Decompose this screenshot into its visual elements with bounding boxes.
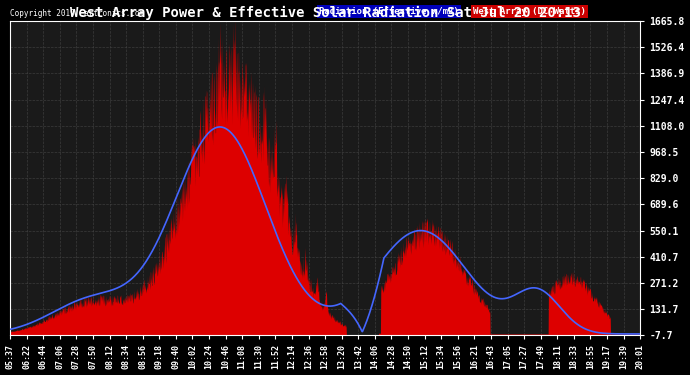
Text: West Array (DC Watts): West Array (DC Watts) <box>473 7 586 16</box>
Title: West Array Power & Effective Solar Radiation Sat Jul 20 20:13: West Array Power & Effective Solar Radia… <box>70 6 580 20</box>
Text: Radiation (Effective w/m2): Radiation (Effective w/m2) <box>319 7 459 16</box>
Text: Copyright 2019 Cartronics.com: Copyright 2019 Cartronics.com <box>10 9 144 18</box>
